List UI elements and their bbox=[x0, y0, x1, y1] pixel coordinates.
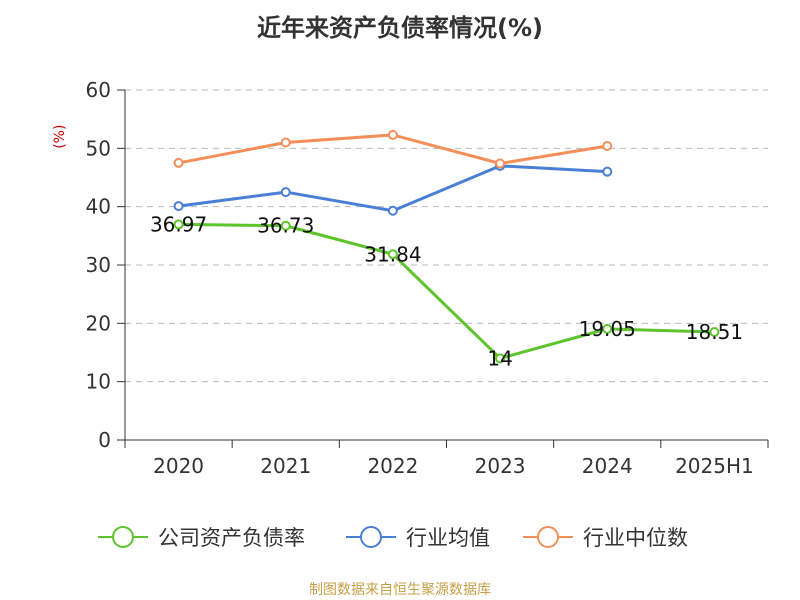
grid-lines bbox=[125, 89, 768, 383]
data-labels: 36.97 36.73 31.84 14 19.05 18.51 bbox=[150, 212, 743, 370]
series-point-1 bbox=[280, 187, 291, 198]
x-tick-label: 2024 bbox=[582, 454, 633, 478]
series-point-2 bbox=[280, 137, 291, 148]
series-point-0 bbox=[495, 353, 506, 364]
series-point-0 bbox=[387, 249, 398, 260]
series-point-2 bbox=[602, 141, 613, 151]
x-tick-label: 2021 bbox=[260, 454, 311, 478]
data-label: 36.97 bbox=[150, 212, 207, 236]
y-axis-unit-label: (%) bbox=[52, 125, 68, 149]
y-tick-label: 40 bbox=[86, 195, 111, 219]
chart-title: 近年来资产负债率情况(%) bbox=[257, 14, 543, 42]
legend-marker-0 bbox=[112, 526, 134, 548]
series-point-0 bbox=[602, 323, 613, 334]
series-line-0 bbox=[178, 222, 715, 360]
series-point-2 bbox=[173, 157, 184, 168]
legend-marker-2 bbox=[537, 526, 559, 548]
x-tick-label: 2020 bbox=[153, 454, 204, 478]
data-label: 19.05 bbox=[579, 317, 636, 341]
source-note: 制图数据来自恒生聚源数据库 bbox=[309, 582, 491, 598]
data-label: 14 bbox=[487, 346, 512, 370]
legend-marker-1 bbox=[360, 526, 382, 548]
series-lines bbox=[173, 129, 720, 364]
series-point-1 bbox=[173, 201, 184, 212]
series-line-1 bbox=[178, 164, 608, 213]
legend-label-1: 行业均值 bbox=[406, 526, 490, 550]
y-tick-label: 60 bbox=[86, 78, 111, 102]
series-point-2 bbox=[387, 129, 398, 140]
x-tick-label: 2022 bbox=[367, 454, 418, 478]
x-tick-label: 2023 bbox=[475, 454, 526, 478]
y-tick-label: 20 bbox=[86, 311, 111, 335]
y-tick-label: 0 bbox=[98, 428, 111, 452]
y-tick-label: 50 bbox=[86, 136, 111, 160]
series-point-1 bbox=[387, 205, 398, 216]
data-label: 36.73 bbox=[257, 214, 314, 238]
data-label: 18.51 bbox=[686, 320, 743, 344]
y-tick-label: 30 bbox=[86, 253, 111, 277]
y-tick-label: 10 bbox=[86, 370, 111, 394]
legend-label-0: 公司资产负债率 bbox=[158, 526, 305, 550]
legend-label-2: 行业中位数 bbox=[583, 526, 688, 550]
series-point-0 bbox=[280, 220, 291, 231]
data-label: 31.84 bbox=[364, 242, 421, 266]
x-tick-label: 2025H1 bbox=[675, 454, 754, 478]
series-point-2 bbox=[495, 158, 506, 169]
series-point-0 bbox=[709, 327, 720, 338]
series-point-0 bbox=[173, 219, 184, 230]
legend: 公司资产负债率 行业均值 行业中位数 bbox=[98, 526, 688, 550]
series-point-1 bbox=[602, 166, 613, 177]
axes: 0 10 20 30 40 50 60 (%) 2020 2021 2022 2023 2024 2025… bbox=[52, 78, 769, 478]
